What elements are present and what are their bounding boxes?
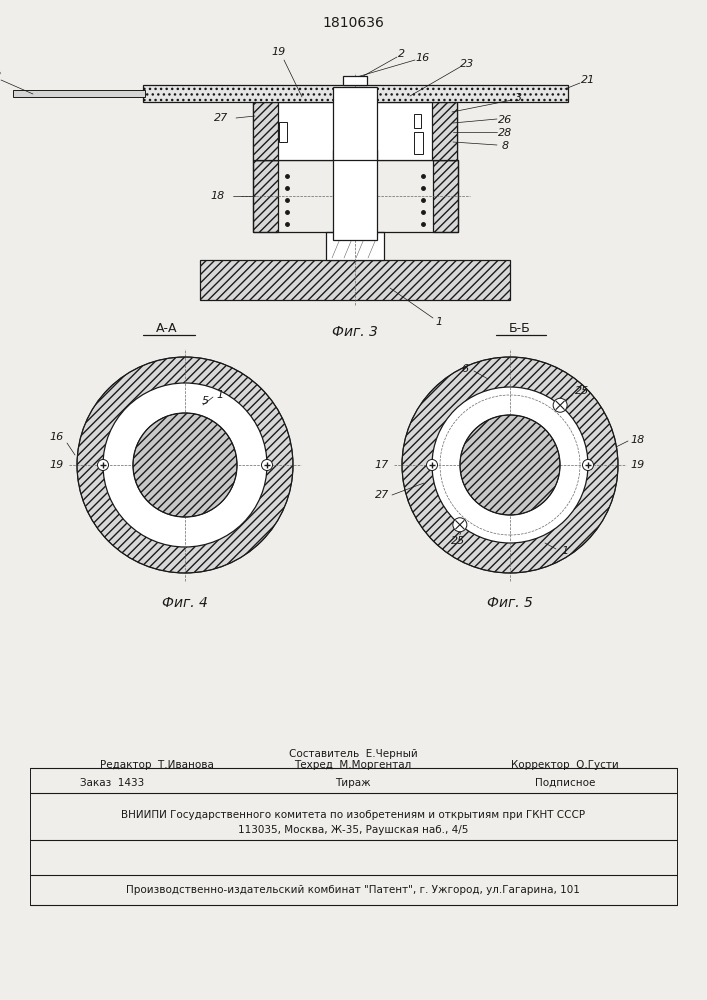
Text: 22: 22 bbox=[0, 71, 2, 81]
Text: Заказ  1433: Заказ 1433 bbox=[80, 778, 144, 788]
Text: 2: 2 bbox=[399, 49, 406, 59]
Ellipse shape bbox=[133, 413, 237, 517]
Text: 26: 26 bbox=[498, 115, 512, 125]
Bar bbox=[253, 160, 458, 232]
Text: 16: 16 bbox=[416, 53, 430, 63]
Bar bbox=[333, 87, 377, 160]
Text: 8: 8 bbox=[501, 141, 508, 151]
Bar bbox=[414, 114, 421, 128]
Ellipse shape bbox=[460, 415, 560, 515]
Circle shape bbox=[98, 460, 108, 471]
Bar bbox=[143, 85, 568, 102]
Text: 1: 1 bbox=[216, 390, 223, 400]
Ellipse shape bbox=[432, 387, 588, 543]
Text: 18: 18 bbox=[631, 435, 645, 445]
Bar bbox=[326, 232, 384, 260]
Bar bbox=[432, 102, 457, 160]
Text: 1: 1 bbox=[436, 317, 443, 327]
Text: 23: 23 bbox=[460, 59, 474, 69]
Text: Фиг. 5: Фиг. 5 bbox=[487, 596, 533, 610]
Bar bbox=[358, 102, 373, 160]
Ellipse shape bbox=[402, 357, 618, 573]
Text: Редактор  Т.Иванова: Редактор Т.Иванова bbox=[100, 760, 214, 770]
Text: 19: 19 bbox=[631, 460, 645, 470]
Text: 6: 6 bbox=[462, 364, 469, 374]
Circle shape bbox=[453, 518, 467, 532]
Text: ВНИИПИ Государственного комитета по изобретениям и открытиям при ГКНТ СССР: ВНИИПИ Государственного комитета по изоб… bbox=[121, 810, 585, 820]
Text: 17: 17 bbox=[375, 460, 389, 470]
Text: 28: 28 bbox=[498, 128, 512, 138]
Circle shape bbox=[426, 460, 438, 471]
Text: 1: 1 bbox=[561, 546, 568, 556]
Bar bbox=[253, 102, 352, 160]
Bar bbox=[253, 160, 278, 232]
Text: Тираж: Тираж bbox=[335, 778, 370, 788]
Text: 27: 27 bbox=[214, 113, 228, 123]
Bar bbox=[343, 76, 367, 85]
Text: 25: 25 bbox=[575, 386, 589, 396]
Text: 21: 21 bbox=[581, 75, 595, 85]
Text: Производственно-издательский комбинат "Патент", г. Ужгород, ул.Гагарина, 101: Производственно-издательский комбинат "П… bbox=[126, 885, 580, 895]
Text: А-А: А-А bbox=[156, 322, 177, 336]
Bar bbox=[333, 150, 377, 240]
Ellipse shape bbox=[77, 357, 293, 573]
Text: 5: 5 bbox=[201, 396, 209, 406]
Bar bbox=[414, 132, 423, 154]
Text: 18: 18 bbox=[211, 191, 225, 201]
Text: Техред  М.Моргентал: Техред М.Моргентал bbox=[294, 760, 411, 770]
Text: Составитель  Е.Черный: Составитель Е.Черный bbox=[288, 749, 417, 759]
Text: 19: 19 bbox=[272, 47, 286, 57]
Bar bbox=[253, 102, 278, 160]
Circle shape bbox=[583, 460, 593, 471]
Bar bbox=[13, 90, 145, 97]
Text: Б-Б: Б-Б bbox=[509, 322, 531, 336]
Text: Фиг. 3: Фиг. 3 bbox=[332, 325, 378, 339]
Text: 25: 25 bbox=[451, 536, 465, 546]
Ellipse shape bbox=[103, 383, 267, 547]
Bar bbox=[200, 260, 510, 300]
Circle shape bbox=[553, 398, 567, 412]
Text: Подписное: Подписное bbox=[534, 778, 595, 788]
Text: 113035, Москва, Ж-35, Раушская наб., 4/5: 113035, Москва, Ж-35, Раушская наб., 4/5 bbox=[238, 825, 468, 835]
Bar bbox=[279, 122, 287, 142]
Text: Корректор  О.Густи: Корректор О.Густи bbox=[511, 760, 619, 770]
Circle shape bbox=[262, 460, 272, 471]
Text: 19: 19 bbox=[50, 460, 64, 470]
Text: 27: 27 bbox=[375, 490, 389, 500]
Bar bbox=[337, 102, 352, 160]
Bar bbox=[433, 160, 458, 232]
Text: Фиг. 4: Фиг. 4 bbox=[162, 596, 208, 610]
Text: 3: 3 bbox=[515, 93, 522, 103]
Text: 16: 16 bbox=[50, 432, 64, 442]
Bar bbox=[358, 102, 457, 160]
Text: 1810636: 1810636 bbox=[322, 16, 384, 30]
